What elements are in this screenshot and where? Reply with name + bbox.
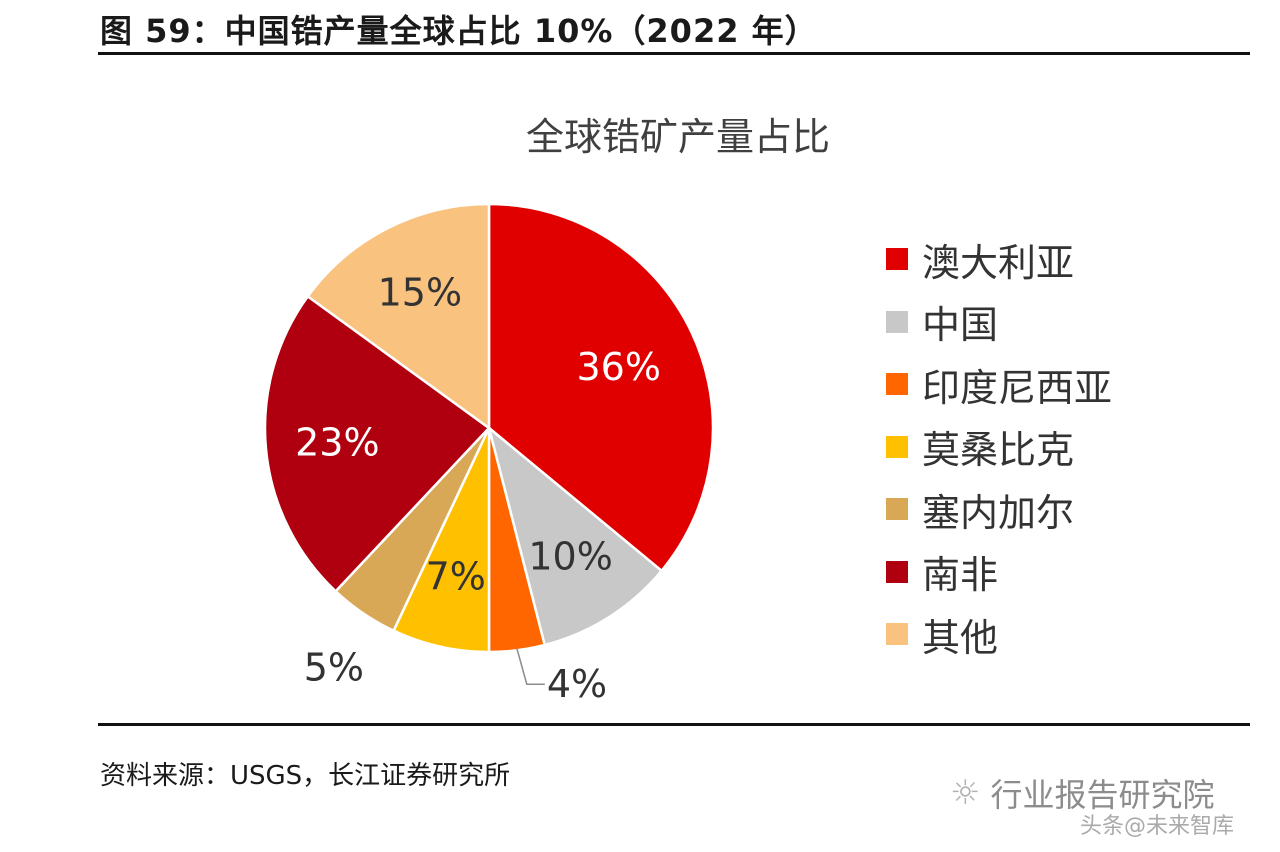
legend-item-4: 塞内加尔 <box>886 478 1112 541</box>
legend-label-4: 塞内加尔 <box>922 490 1075 535</box>
wechat-icon: ☼ <box>950 773 981 813</box>
pie-slice-1 <box>486 424 664 647</box>
figure-title: 图 59：中国锆产量全球占比 10%（2022 年） <box>100 12 818 50</box>
pie-slice-5 <box>263 294 491 594</box>
top-rule <box>98 52 1250 55</box>
watermark-sub: 头条@未来智库 <box>1080 814 1235 839</box>
legend-item-2: 印度尼西亚 <box>886 353 1112 416</box>
legend-label-5: 南非 <box>922 553 999 598</box>
leader-line-2 <box>516 648 545 685</box>
legend-item-3: 莫桑比克 <box>886 416 1112 479</box>
legend-swatch-0 <box>886 248 908 271</box>
legend-swatch-4 <box>886 498 908 521</box>
watermark-text: 行业报告研究院 <box>990 776 1215 814</box>
chart-title: 全球锆矿产量占比 <box>525 115 830 159</box>
legend-item-1: 中国 <box>886 291 1112 354</box>
legend: 澳大利亚中国印度尼西亚莫桑比克塞内加尔南非其他 <box>886 228 1112 666</box>
data-label-2: 4% <box>547 662 607 706</box>
legend-label-1: 中国 <box>922 303 999 348</box>
watermark: ☼ 行业报告研究院 <box>950 770 1215 816</box>
legend-swatch-5 <box>886 560 908 583</box>
legend-item-5: 南非 <box>886 541 1112 604</box>
bottom-rule <box>98 723 1250 726</box>
source-note: 资料来源：USGS，长江证券研究所 <box>100 761 511 791</box>
legend-label-3: 莫桑比克 <box>922 428 1075 473</box>
data-label-0: 36% <box>576 345 660 389</box>
data-label-5: 23% <box>295 420 379 464</box>
legend-swatch-1 <box>886 310 908 333</box>
legend-item-6: 其他 <box>886 603 1112 666</box>
legend-label-2: 印度尼西亚 <box>922 365 1113 410</box>
legend-swatch-3 <box>886 435 908 458</box>
legend-swatch-6 <box>886 623 908 646</box>
legend-label-6: 其他 <box>922 615 999 660</box>
pie-slice-0 <box>487 202 715 573</box>
data-label-6: 15% <box>378 270 462 314</box>
pie-slice-6 <box>306 202 491 431</box>
legend-label-0: 澳大利亚 <box>922 240 1075 285</box>
data-label-4: 5% <box>304 645 364 689</box>
data-label-3: 7% <box>426 555 486 599</box>
legend-swatch-2 <box>886 373 908 396</box>
data-label-1: 10% <box>528 535 612 579</box>
legend-item-0: 澳大利亚 <box>886 228 1112 291</box>
